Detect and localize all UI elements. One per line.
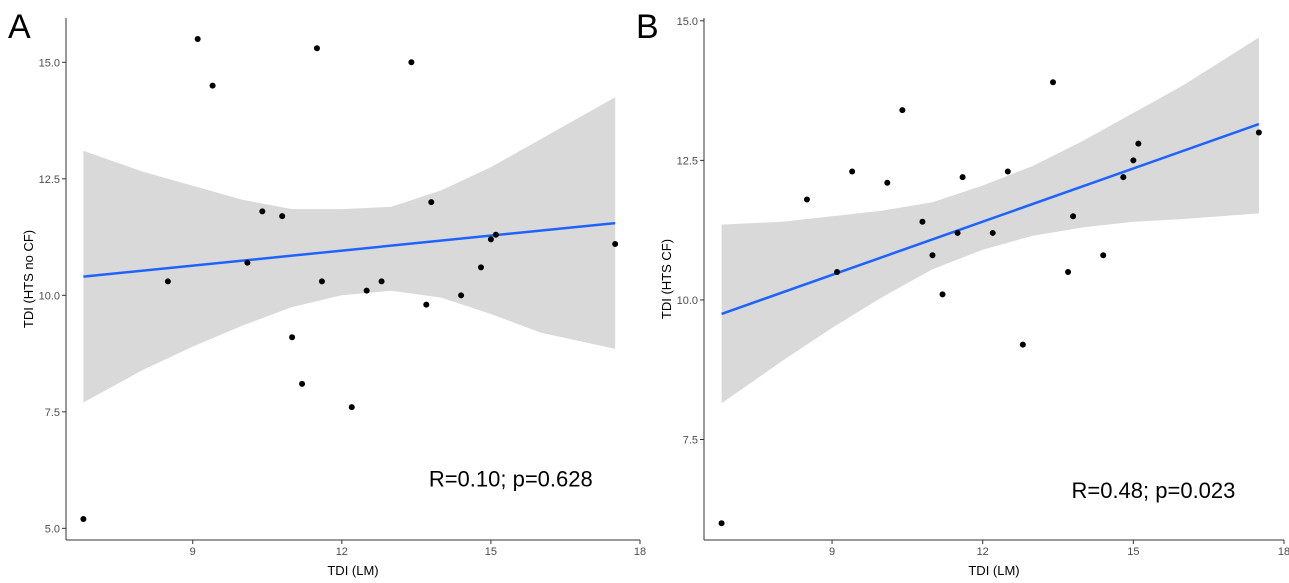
- y-tick-label: 12.5: [677, 155, 698, 167]
- data-point: [259, 208, 266, 215]
- data-point: [318, 278, 325, 285]
- y-axis-title: TDI (HTS CF): [659, 239, 674, 319]
- regression-line: [721, 122, 1260, 316]
- x-tick-label: 15: [485, 546, 497, 558]
- data-point: [1120, 174, 1127, 181]
- x-tick-label: 18: [1278, 546, 1289, 558]
- x-tick-label: 9: [190, 546, 196, 558]
- data-point: [612, 241, 619, 248]
- panel-b-label: B: [636, 8, 659, 46]
- data-point: [803, 196, 810, 203]
- y-tick-label: 10.0: [677, 295, 698, 307]
- y-tick-label: 10.0: [39, 290, 60, 302]
- y-tick-label: 15.0: [39, 57, 60, 69]
- data-point: [408, 59, 415, 66]
- data-point: [209, 82, 216, 89]
- data-point: [1135, 140, 1142, 147]
- data-point: [164, 278, 171, 285]
- data-point: [458, 292, 465, 299]
- data-point: [80, 516, 87, 523]
- data-point: [1255, 129, 1262, 136]
- x-tick-label: 12: [977, 546, 989, 558]
- data-point: [363, 287, 370, 294]
- data-point: [899, 107, 906, 114]
- y-tick-label: 12.5: [39, 174, 60, 186]
- data-point: [849, 168, 856, 175]
- x-axis-title: TDI (LM): [327, 563, 378, 578]
- data-point: [939, 291, 946, 298]
- data-point: [378, 278, 385, 285]
- panel-a-label: A: [8, 8, 31, 46]
- data-point: [492, 231, 499, 238]
- data-point: [834, 269, 841, 276]
- confidence-band: [721, 37, 1259, 404]
- data-point: [299, 380, 306, 387]
- data-point: [1004, 168, 1011, 175]
- data-point: [313, 45, 320, 52]
- x-tick-label: 15: [1127, 546, 1139, 558]
- data-point: [487, 236, 494, 243]
- panel-b: 9 12 15 18 7.5 10.0 12.5 15.0 TDI (LM) TDI (HTS C…: [636, 8, 1289, 578]
- data-point: [289, 334, 296, 341]
- data-point: [477, 264, 484, 271]
- data-point: [1065, 269, 1072, 276]
- data-point: [1130, 157, 1137, 164]
- data-point: [954, 229, 961, 236]
- data-point: [929, 252, 936, 259]
- y-tick-label: 7.5: [683, 435, 698, 447]
- regression-line: [83, 221, 616, 278]
- data-point: [989, 229, 996, 236]
- data-point: [1019, 341, 1026, 348]
- y-axis-title: TDI (HTS no CF): [21, 230, 36, 328]
- correlation-annotation: R=0.48; p=0.023: [1071, 478, 1235, 503]
- data-point: [959, 174, 966, 181]
- data-point: [919, 218, 926, 225]
- data-point: [428, 199, 435, 206]
- data-point: [244, 259, 251, 266]
- correlation-annotation: R=0.10; p=0.628: [429, 466, 593, 491]
- data-point: [279, 213, 286, 220]
- data-point: [884, 179, 891, 186]
- x-tick-label: 12: [336, 546, 348, 558]
- y-tick-label: 7.5: [45, 407, 60, 419]
- data-point: [348, 404, 355, 411]
- x-axis-title: TDI (LM): [968, 563, 1019, 578]
- data-point: [194, 35, 201, 42]
- data-point: [1050, 79, 1057, 86]
- data-point: [1100, 252, 1107, 259]
- data-point: [423, 301, 430, 308]
- data-point: [718, 520, 725, 527]
- x-tick-label: 18: [634, 546, 646, 558]
- y-tick-label: 5.0: [45, 523, 60, 535]
- data-point: [1070, 213, 1077, 220]
- x-tick-label: 9: [829, 546, 835, 558]
- panel-a: 9 12 15 18 5.0 7.5 10.0 12.5 15.0 TDI (LM) TDI (HT…: [8, 8, 646, 578]
- y-tick-label: 15.0: [677, 16, 698, 28]
